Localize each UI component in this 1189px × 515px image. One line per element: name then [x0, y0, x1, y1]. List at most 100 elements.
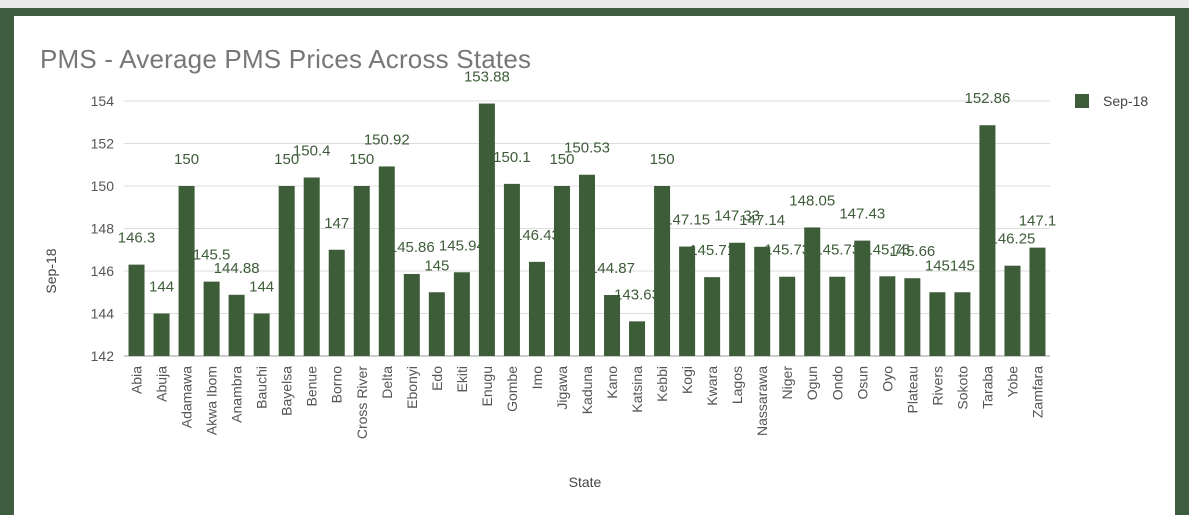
data-label: 150: [174, 151, 199, 168]
bar: [904, 278, 921, 356]
bar: [854, 240, 871, 356]
x-tick-label: Bayelsa: [279, 366, 295, 416]
x-tick-label: Enugu: [479, 366, 495, 406]
bar: [579, 174, 595, 356]
x-tick-label: Kebbi: [654, 366, 670, 402]
bar: [1004, 265, 1021, 356]
x-tick-label: Kogi: [679, 366, 695, 394]
x-tick-label: Lagos: [729, 366, 745, 404]
data-label: 145: [950, 257, 975, 274]
bar: [178, 186, 195, 356]
data-label: 147.1: [1019, 213, 1057, 230]
x-tick-label: Taraba: [979, 366, 995, 409]
data-label: 144: [149, 279, 174, 296]
bar: [804, 227, 821, 356]
data-label: 144.87: [589, 260, 635, 277]
x-tick-label: Ekiti: [454, 366, 470, 392]
bar: [353, 186, 370, 356]
bar: [879, 276, 896, 356]
data-label: 145.73: [814, 242, 860, 259]
x-tick-label: Zamfara: [1029, 366, 1045, 418]
y-tick-label: 142: [91, 348, 115, 364]
x-tick-label: Delta: [379, 366, 395, 399]
bar: [403, 273, 420, 356]
bar: [929, 292, 946, 356]
x-tick-label: Abia: [129, 366, 145, 394]
data-label: 145: [424, 257, 449, 274]
x-tick-label: Kano: [604, 366, 620, 399]
bar: [128, 264, 145, 356]
bar: [428, 292, 445, 356]
x-axis-label: State: [568, 474, 602, 490]
y-tick-label: 154: [91, 93, 115, 109]
legend-swatch: [1075, 94, 1089, 108]
bar: [979, 125, 996, 356]
y-tick-label: 152: [91, 136, 115, 152]
data-label: 145.94: [439, 237, 485, 254]
bar: [729, 242, 746, 356]
data-label: 147.15: [664, 212, 710, 229]
bar: [1029, 247, 1046, 356]
y-tick-label: 148: [91, 221, 115, 237]
bar: [278, 186, 295, 356]
bar: [453, 272, 470, 356]
data-label: 148.05: [789, 192, 835, 209]
x-tick-label: Kaduna: [579, 366, 595, 414]
x-tick-label: Borno: [329, 366, 345, 404]
legend[interactable]: Sep-18: [1075, 93, 1148, 109]
data-label: 145.71: [689, 242, 735, 259]
x-tick-label: Osun: [854, 366, 870, 399]
y-tick-label: 150: [91, 178, 115, 194]
data-label: 152.86: [964, 90, 1010, 107]
bar: [503, 183, 520, 356]
x-tick-label: Akwa Ibom: [204, 366, 220, 435]
bar: [153, 313, 170, 356]
data-label: 146.25: [990, 231, 1036, 248]
x-tick-label: Kwara: [704, 366, 720, 406]
y-tick-label: 144: [91, 306, 115, 322]
bar: [629, 321, 646, 356]
data-label: 150: [274, 151, 299, 168]
bar: [679, 246, 696, 356]
bar: [303, 177, 320, 356]
x-tick-label: Katsina: [629, 366, 645, 413]
x-tick-label: Gombe: [504, 366, 520, 412]
bar: [954, 292, 971, 356]
x-tick-label: Anambra: [229, 366, 245, 423]
bar: [754, 246, 771, 356]
data-label: 147.14: [739, 212, 785, 229]
x-tick-label: Ogun: [804, 366, 820, 400]
x-tick-label: Abuja: [154, 366, 170, 402]
bar: [654, 186, 671, 356]
data-label: 145.75: [864, 241, 910, 258]
data-label: 146.43: [514, 227, 560, 244]
x-tick-label: Yobe: [1004, 366, 1020, 398]
bar: [478, 103, 495, 356]
x-tick-label: Ebonyi: [404, 366, 420, 409]
legend-label: Sep-18: [1103, 93, 1149, 109]
data-label: 145.73: [764, 242, 810, 259]
data-label: 145.86: [389, 239, 435, 256]
data-label: 150: [349, 151, 374, 168]
bar: [553, 186, 570, 356]
data-label: 144.88: [214, 260, 260, 277]
data-label: 143.63: [614, 286, 660, 303]
chart-title: PMS - Average PMS Prices Across States: [40, 44, 532, 74]
data-label: 150.53: [564, 140, 610, 157]
data-label: 150: [650, 151, 675, 168]
data-label: 150.4: [293, 143, 331, 160]
y-tick-label: 146: [91, 263, 115, 279]
bar: [779, 276, 796, 356]
x-tick-label: Niger: [779, 366, 795, 400]
data-label: 147.43: [839, 206, 885, 223]
data-label: 146.3: [118, 230, 156, 247]
x-tick-label: Ondo: [829, 366, 845, 400]
bar: [203, 281, 220, 356]
x-tick-label: Jigawa: [554, 366, 570, 410]
x-tick-label: Adamawa: [179, 366, 195, 428]
y-axis-label: Sep-18: [43, 248, 59, 294]
x-tick-label: Plateau: [904, 366, 920, 413]
data-label: 145: [925, 257, 950, 274]
bar: [328, 249, 345, 356]
data-label: 150.1: [493, 149, 531, 166]
